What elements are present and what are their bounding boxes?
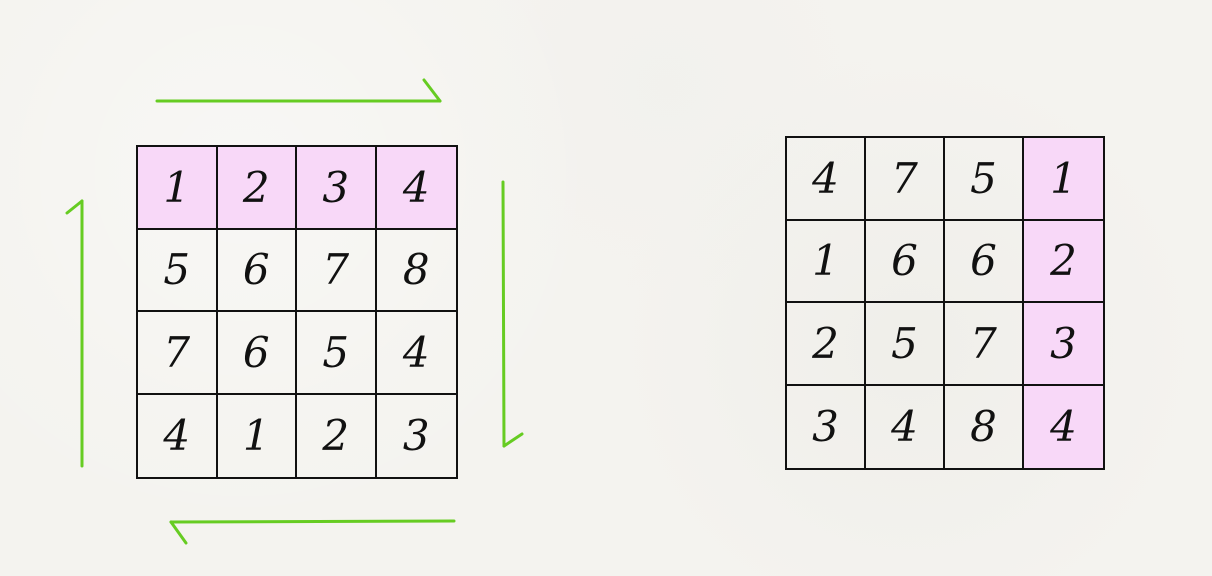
right-grid-cell-0-0: 4 (787, 138, 866, 221)
right-grid-cell-3-1: 4 (866, 385, 945, 468)
arrow-bottom-line (169, 519, 456, 524)
right-grid-cell-1-0: 1 (787, 220, 866, 303)
right-grid-cell-0-3: 1 (1024, 138, 1103, 221)
left-grid-cell-0-1: 2 (217, 147, 297, 230)
arrow-bottom-head (169, 520, 188, 545)
arrow-right-line (501, 180, 506, 448)
right-grid-cell-2-0: 2 (787, 303, 866, 386)
right-grid-cell-3-2: 8 (945, 385, 1024, 468)
right-grid-cell-0-1: 7 (866, 138, 945, 221)
right-grid-cell-1-1: 6 (866, 220, 945, 303)
left-grid-cell-2-1: 6 (217, 312, 297, 395)
right-grid-cell-1-2: 6 (945, 220, 1024, 303)
left-grid-cell-1-1: 6 (217, 229, 297, 312)
left-grid-cell-0-3: 4 (376, 147, 456, 230)
arrow-left-head (65, 199, 84, 215)
right-grid-cell-3-3: 4 (1024, 385, 1103, 468)
left-grid-cell-3-1: 1 (218, 394, 297, 477)
left-grid-cell-2-3: 4 (376, 312, 456, 395)
left-grid-cell-0-0: 1 (138, 147, 218, 230)
left-grid-cell-3-0: 4 (138, 394, 218, 477)
left-grid-cell-2-0: 7 (138, 312, 218, 395)
left-grid-cell-1-0: 5 (138, 229, 218, 312)
left-grid-cell-1-3: 8 (376, 230, 456, 312)
right-grid-cell-1-3: 2 (1024, 220, 1103, 303)
left-grid-cell-2-2: 5 (297, 312, 377, 395)
right-grid-cell-2-1: 5 (866, 303, 945, 386)
right-grid-cell-0-2: 5 (945, 138, 1024, 221)
right-grid-cell-2-3: 3 (1024, 303, 1103, 386)
right-grid-cell-3-0: 3 (787, 385, 866, 468)
arrow-right-head (502, 432, 524, 448)
left-grid-cell-3-3: 3 (402, 411, 430, 461)
left-grid-cell-0-2: 3 (297, 147, 377, 230)
arrow-top-head (422, 78, 442, 103)
right-grid-cell-2-2: 7 (945, 303, 1024, 386)
left-grid-cell-1-2: 7 (297, 229, 377, 312)
left-grid-cell-3-2: 2 (297, 394, 377, 477)
